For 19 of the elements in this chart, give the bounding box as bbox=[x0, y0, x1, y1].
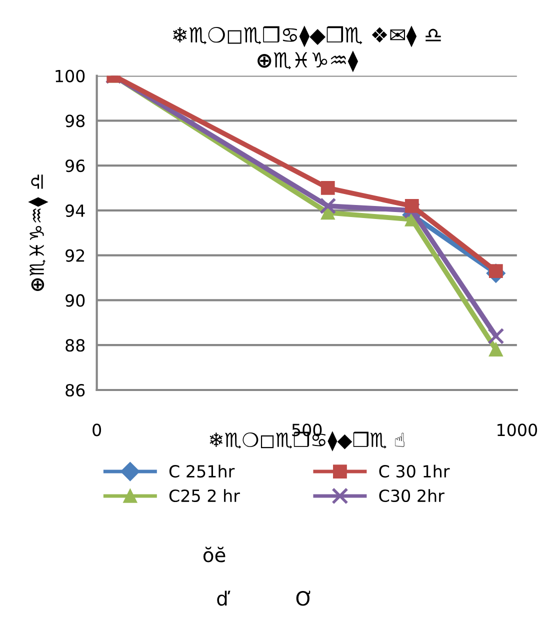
legend-label: C 30 1hr bbox=[379, 464, 450, 478]
legend-label: C25 2 hr bbox=[169, 489, 240, 502]
chart-title: ❄♏❍◻♏❒♋⧫◆❒♏ ❖✉⧫ ♎ ⊕♏♓♑♒⧫ bbox=[173, 26, 441, 72]
text: ŏĕ bbox=[203, 546, 226, 562]
y-tick-label: 88 bbox=[66, 339, 85, 352]
y-tick-label: 100 bbox=[56, 70, 85, 82]
y-tick-label: 86 bbox=[66, 384, 85, 397]
y-tick-label: 92 bbox=[66, 249, 84, 262]
y-axis-title: ⊕♏♓♑♒⧫ ♎ bbox=[28, 174, 48, 292]
legend-label: C 251hr bbox=[169, 464, 235, 478]
y-tick-label: 94 bbox=[66, 204, 85, 217]
x-tick-label: 0 bbox=[92, 424, 102, 436]
y-tick-label: 98 bbox=[66, 114, 85, 128]
y-tick-label: 90 bbox=[66, 294, 85, 307]
text: Ơ bbox=[296, 590, 310, 606]
y-tick-label: 96 bbox=[66, 160, 85, 172]
text: ď bbox=[217, 590, 230, 606]
legend-label: C30 2hr bbox=[379, 489, 444, 502]
x-tick-label: 1000 bbox=[498, 424, 538, 436]
